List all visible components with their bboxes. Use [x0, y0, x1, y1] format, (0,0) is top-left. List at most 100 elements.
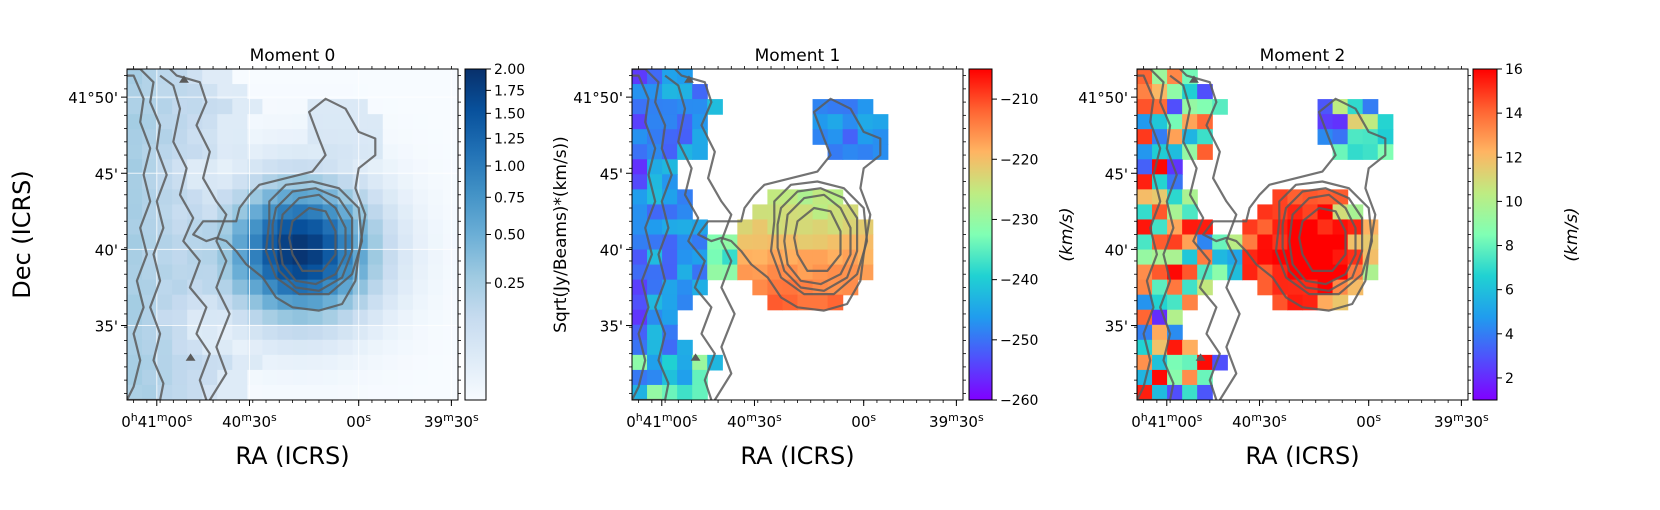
heatmap-cell [692, 84, 708, 100]
heatmap-cell [1287, 279, 1304, 296]
heatmap-cell [1377, 129, 1394, 145]
panel-title: Moment 1 [755, 46, 841, 66]
heatmap-cell [217, 114, 233, 130]
heatmap-cell [262, 114, 279, 130]
heatmap-cell [322, 369, 339, 386]
heatmap-cell [247, 309, 264, 326]
heatmap-cell [367, 204, 384, 221]
heatmap-cell [442, 309, 458, 326]
heatmap-cell [662, 84, 678, 100]
contour-line [776, 187, 859, 292]
heatmap-cell [187, 174, 203, 190]
heatmap-cell [797, 234, 814, 251]
heatmap-cell [157, 354, 173, 371]
x-tick-label: 00s​ [1356, 411, 1381, 431]
heatmap-cell [277, 159, 294, 175]
heatmap-cell [202, 339, 218, 356]
heatmap-cell [142, 84, 158, 100]
heatmap-cell [812, 249, 829, 266]
heatmap-cell [1137, 174, 1153, 190]
heatmap-cell [247, 234, 264, 251]
x-tick-label: 00s​ [346, 411, 371, 431]
heatmap-cell [142, 219, 158, 236]
heatmap-cell [752, 234, 769, 251]
heatmap-cell [127, 159, 143, 175]
y-axis-label: Dec (ICRS) [8, 170, 36, 299]
heatmap-cell [127, 219, 143, 236]
heatmap-cell [1257, 279, 1274, 296]
heatmap-cell [442, 354, 458, 371]
heatmap-cell [692, 369, 708, 386]
heatmap-cell [292, 264, 309, 281]
heatmap-cell [677, 264, 693, 281]
heatmap-cell [232, 309, 248, 326]
contour-line [1195, 353, 1206, 361]
heatmap-cell [427, 174, 444, 190]
heatmap-cell [367, 294, 384, 311]
heatmap-cell [767, 219, 784, 236]
heatmap-cell [1197, 249, 1213, 266]
heatmap-cell [232, 204, 248, 221]
heatmap-cell [1152, 204, 1168, 221]
heatmap-cell [232, 339, 248, 356]
heatmap-cell [157, 294, 173, 311]
heatmap-cell [1362, 144, 1379, 160]
heatmap-cell [412, 324, 429, 341]
heatmap-cell [692, 249, 708, 266]
heatmap-cell [662, 369, 678, 386]
heatmap-cell [142, 309, 158, 326]
heatmap-cell [662, 324, 678, 341]
heatmap-cell [367, 309, 384, 326]
heatmap-cell [262, 99, 279, 115]
contour-line [664, 74, 716, 400]
heatmap-cell [752, 279, 769, 296]
heatmap-cell [262, 384, 279, 400]
heatmap-cell [337, 114, 354, 130]
heatmap-cell [1347, 114, 1364, 130]
heatmap-cell [677, 219, 693, 236]
heatmap-cell [187, 189, 203, 206]
heatmap-cell [232, 369, 248, 386]
contour-line [127, 69, 168, 400]
heatmap-cell [307, 354, 324, 371]
heatmap-cell [427, 159, 444, 175]
heatmap-cell [247, 159, 264, 175]
heatmap-cell [247, 144, 264, 160]
colorbar-gradient [1473, 69, 1497, 400]
heatmap-cell [1332, 129, 1349, 145]
heatmap-cell [172, 219, 188, 236]
heatmap-cell [632, 219, 648, 236]
heatmap-cell [767, 264, 784, 281]
heatmap-cell [1212, 234, 1228, 251]
heatmap-cell [232, 219, 248, 236]
heatmap-cell [202, 354, 218, 371]
heatmap-cell [217, 384, 233, 400]
colorbar-tick-label: 10 [1505, 194, 1523, 210]
heatmap-cell [262, 69, 279, 85]
heatmap-cell [1152, 324, 1168, 341]
heatmap-cell [692, 384, 708, 400]
heatmap-cell [172, 384, 188, 400]
heatmap-cell [827, 264, 844, 281]
colorbar-gradient [969, 69, 992, 400]
contour-line [179, 75, 189, 83]
heatmap-cell [427, 369, 444, 386]
heatmap-cell [1137, 99, 1153, 115]
heatmap-cell [262, 354, 279, 371]
heatmap-cell [397, 189, 414, 206]
heatmap-cell [442, 129, 458, 145]
x-tick-label: 0h​41m​00s​ [1131, 411, 1202, 431]
heatmap-cell [412, 309, 429, 326]
heatmap-cell [1272, 234, 1289, 251]
heatmap-cell [232, 189, 248, 206]
heatmap-cell [262, 219, 279, 236]
heatmap-cell [142, 324, 158, 341]
heatmap-cell [797, 219, 814, 236]
heatmap-cell [277, 279, 294, 296]
heatmap-cell [397, 219, 414, 236]
x-tick-label: 39m​30s​ [424, 411, 479, 431]
heatmap-cell [1332, 144, 1349, 160]
heatmap-cell [322, 264, 339, 281]
heatmap-cell [427, 69, 444, 85]
contour-line [159, 74, 211, 400]
